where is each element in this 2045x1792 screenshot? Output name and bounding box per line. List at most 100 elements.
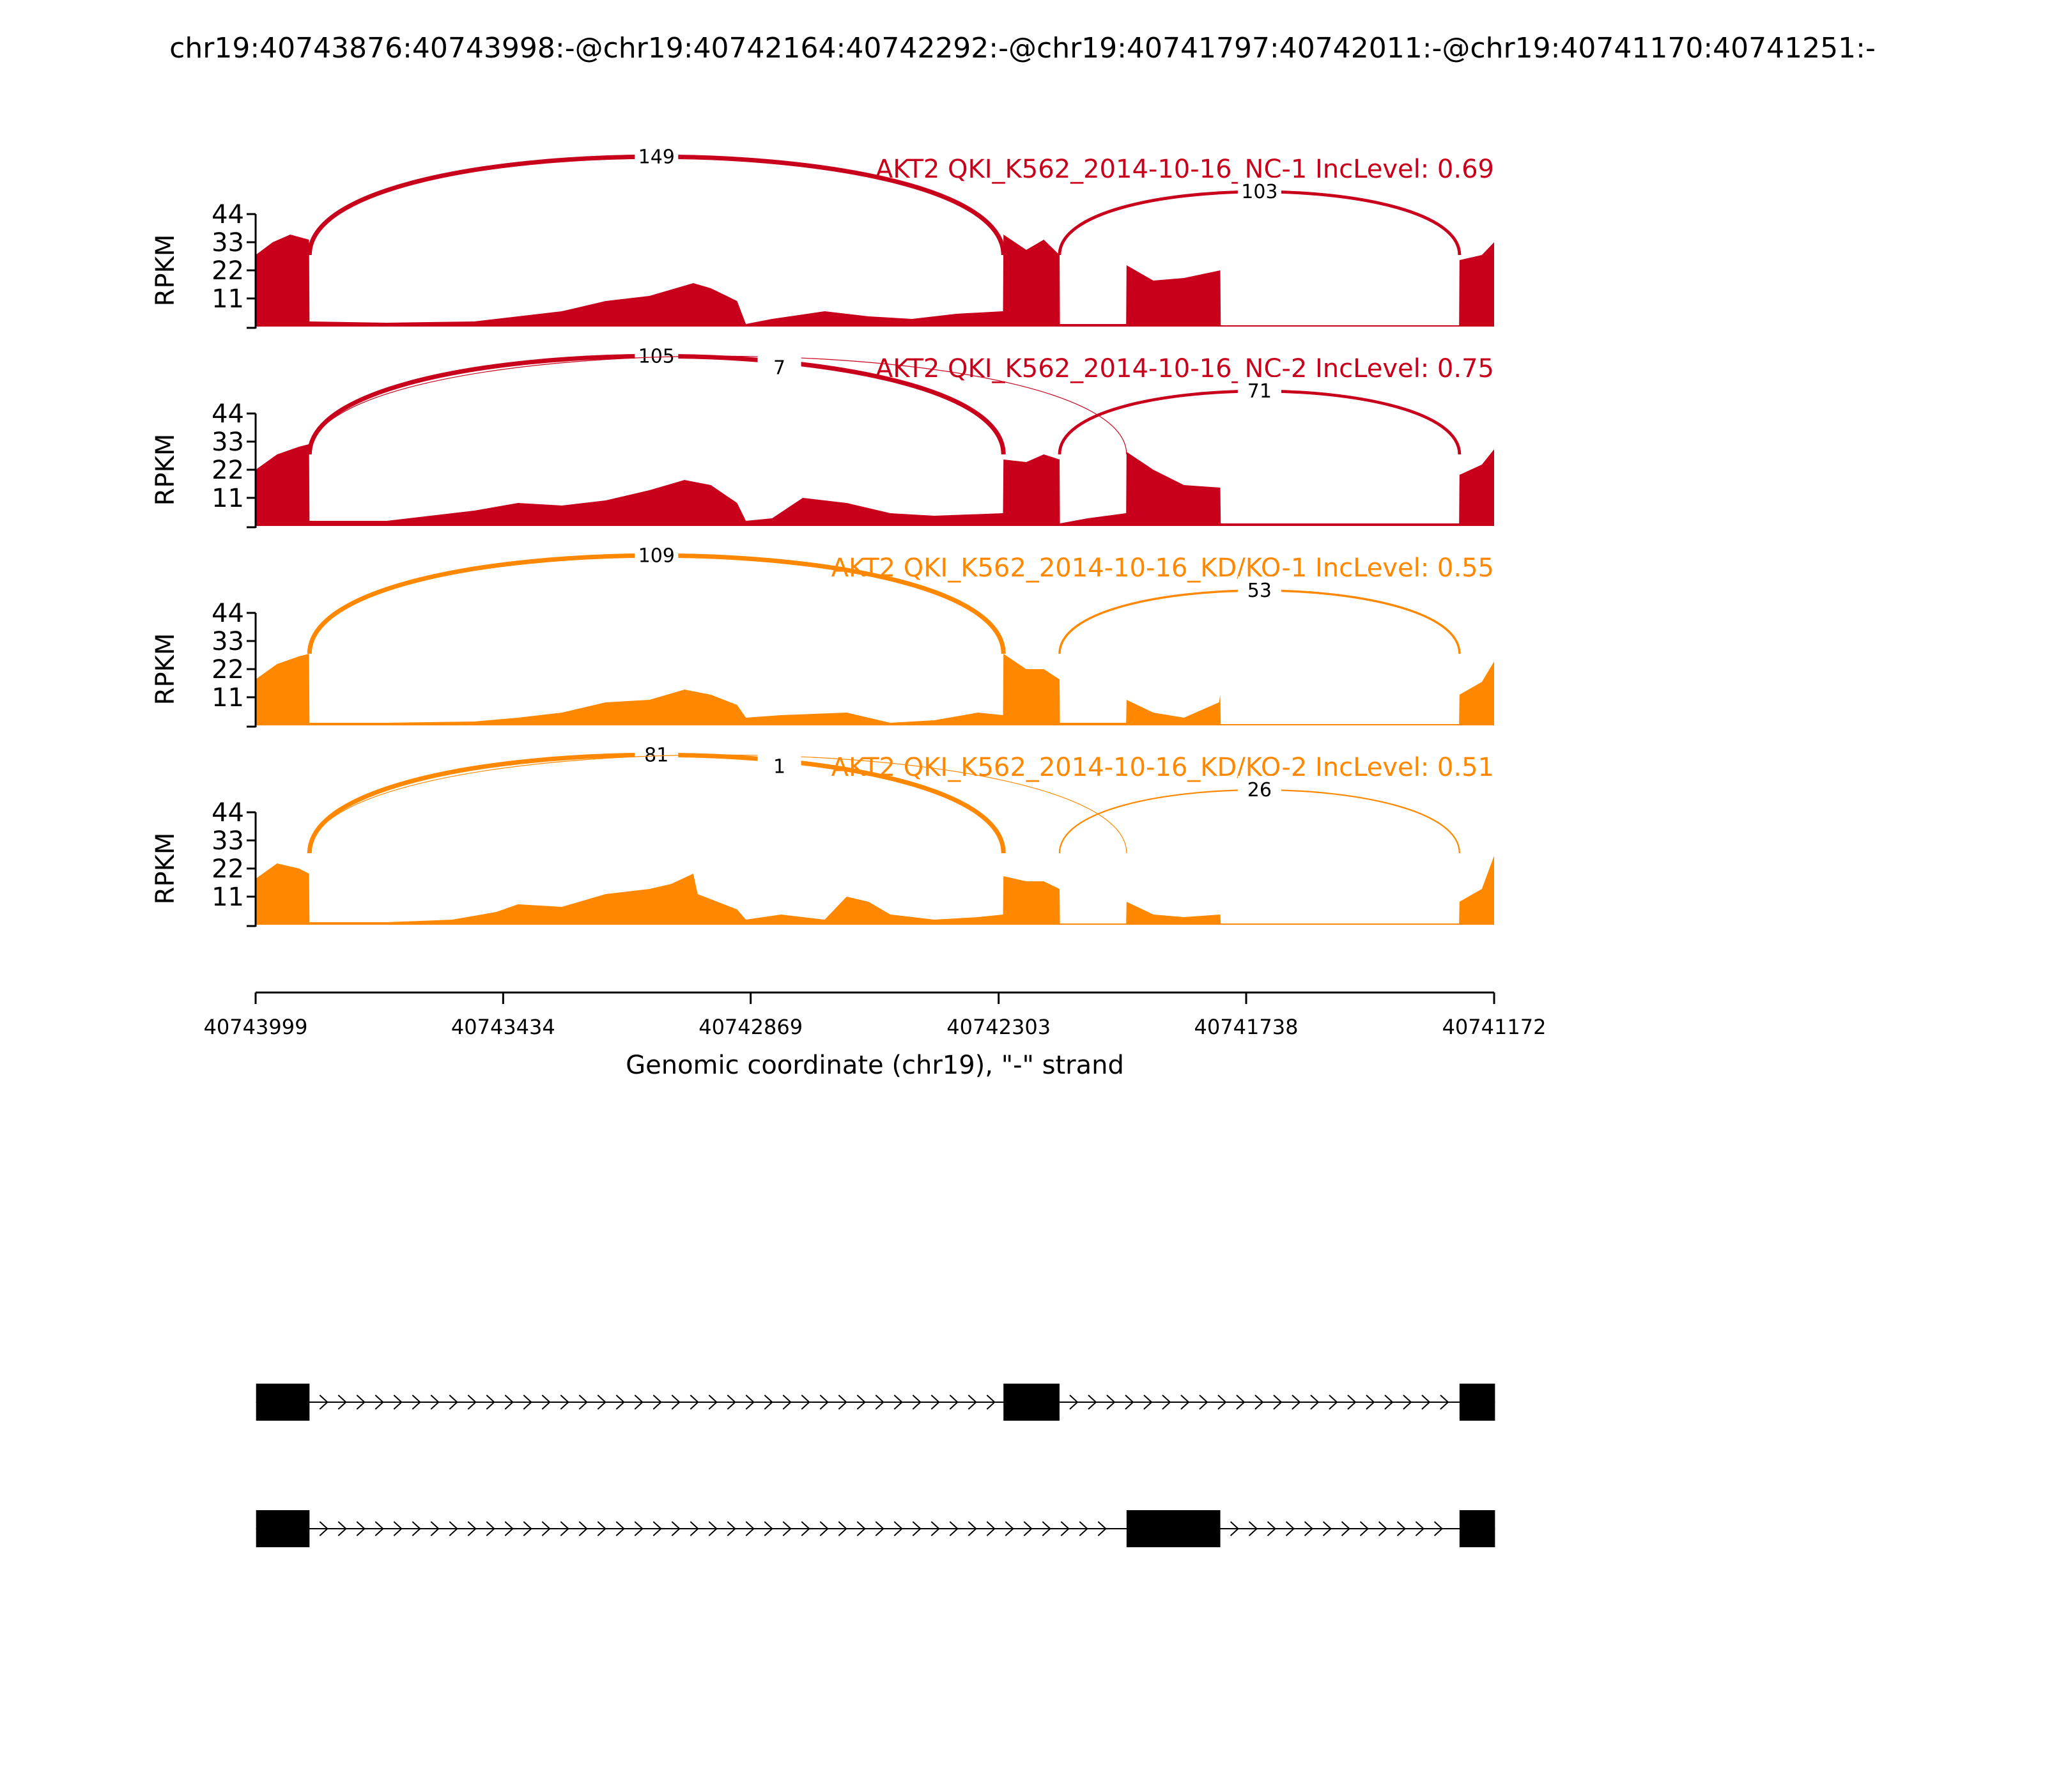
junction-label-bg [757, 752, 801, 778]
strand-arrow [1304, 1521, 1314, 1536]
y-tick-label: 33 [212, 826, 244, 856]
strand-arrow [430, 1521, 440, 1536]
strand-arrow [523, 1521, 532, 1536]
strand-arrow [1366, 1394, 1375, 1410]
strand-arrow [838, 1521, 847, 1536]
isoform-track [256, 1384, 1495, 1547]
junction-label-bg [1237, 576, 1281, 602]
junction-label-bg [635, 143, 679, 169]
strand-arrow [449, 1521, 458, 1536]
strand-arrow [578, 1521, 588, 1536]
strand-arrow [1273, 1394, 1283, 1410]
isoform-2 [256, 1510, 1495, 1547]
y-tick-label: 33 [212, 428, 244, 457]
strand-arrow [449, 1394, 458, 1410]
strand-arrow [930, 1394, 940, 1410]
strand-arrow [1248, 1521, 1258, 1536]
y-axis-label: RPKM [151, 434, 180, 506]
strand-arrow [412, 1521, 421, 1536]
strand-arrow [1079, 1521, 1088, 1536]
junction-count-label: 81 [644, 744, 668, 766]
x-tick-label: 40743434 [451, 1015, 555, 1039]
strand-arrow [708, 1521, 718, 1536]
strand-arrow [1322, 1521, 1332, 1536]
junction-count-label: 109 [638, 545, 675, 567]
y-axis-label: RPKM [151, 235, 180, 307]
y-tick-label: 44 [212, 798, 244, 828]
y-tick-label: 44 [212, 399, 244, 429]
strand-arrow [652, 1521, 662, 1536]
strand-arrow [578, 1394, 588, 1410]
strand-arrow [337, 1394, 347, 1410]
y-tick-label: 22 [212, 854, 244, 884]
junction-count-label: 149 [638, 146, 675, 168]
strand-arrow [1162, 1394, 1171, 1410]
sample-title: AKT2 QKI_K562_2014-10-16_KD/KO-2 IncLeve… [831, 753, 1494, 782]
strand-arrow [1069, 1394, 1079, 1410]
x-tick-label: 40743999 [204, 1015, 308, 1039]
isoform-1 [256, 1384, 1495, 1421]
junction-arc [309, 355, 1127, 455]
strand-arrow [615, 1394, 625, 1410]
strand-arrow [1180, 1394, 1190, 1410]
strand-arrow [1125, 1394, 1134, 1410]
strand-arrow [319, 1521, 328, 1536]
strand-arrow [615, 1521, 625, 1536]
strand-arrow [690, 1394, 699, 1410]
strand-arrow [541, 1394, 551, 1410]
y-tick-label: 22 [212, 655, 244, 684]
y-tick-label: 33 [212, 228, 244, 258]
y-tick-label: 44 [212, 200, 244, 229]
strand-arrow [1292, 1394, 1301, 1410]
strand-arrow [801, 1394, 810, 1410]
strand-arrow [727, 1394, 736, 1410]
coverage-area-3 [256, 654, 1494, 725]
strand-arrow [1378, 1521, 1388, 1536]
y-tick-label: 44 [212, 599, 244, 628]
strand-arrow [968, 1521, 977, 1536]
strand-arrow [968, 1394, 977, 1410]
strand-arrow [856, 1521, 866, 1536]
strand-arrow [708, 1394, 718, 1410]
strand-arrow [504, 1521, 514, 1536]
y-tick-label: 33 [212, 627, 244, 656]
figure-title: chr19:40743876:40743998:-@chr19:40742164… [169, 32, 1876, 65]
junction-label-bg [1237, 377, 1281, 403]
sample-title: AKT2 QKI_K562_2014-10-16_NC-1 IncLevel: … [876, 155, 1494, 184]
strand-arrow [467, 1394, 477, 1410]
coverage-area-2 [256, 444, 1494, 526]
strand-arrow [1097, 1521, 1107, 1536]
strand-arrow [764, 1521, 773, 1536]
strand-arrow [875, 1394, 884, 1410]
x-tick-label: 40741738 [1194, 1015, 1299, 1039]
strand-arrow [912, 1521, 922, 1536]
junction-count-label: 103 [1241, 181, 1277, 203]
strand-arrow [1329, 1394, 1338, 1410]
y-axis-label: RPKM [151, 633, 180, 706]
strand-arrow [1347, 1394, 1357, 1410]
strand-arrow [949, 1394, 959, 1410]
strand-arrow [486, 1394, 495, 1410]
strand-arrow [1415, 1521, 1425, 1536]
strand-arrow [782, 1394, 792, 1410]
sample-title: AKT2 QKI_K562_2014-10-16_KD/KO-1 IncLeve… [831, 553, 1494, 583]
strand-arrow [690, 1521, 699, 1536]
strand-arrow [486, 1521, 495, 1536]
strand-arrow [745, 1394, 755, 1410]
x-axis-label: Genomic coordinate (chr19), "-" strand [626, 1051, 1124, 1080]
strand-arrow [764, 1394, 773, 1410]
strand-arrow [893, 1394, 903, 1410]
y-tick-label: 11 [212, 683, 244, 713]
strand-arrow [597, 1521, 606, 1536]
strand-arrow [1143, 1394, 1153, 1410]
strand-arrow [1106, 1394, 1116, 1410]
exon-block [256, 1510, 310, 1547]
y-axis-label: RPKM [151, 833, 180, 905]
strand-arrow [560, 1521, 569, 1536]
strand-arrow [1359, 1521, 1370, 1536]
strand-arrow [930, 1521, 940, 1536]
